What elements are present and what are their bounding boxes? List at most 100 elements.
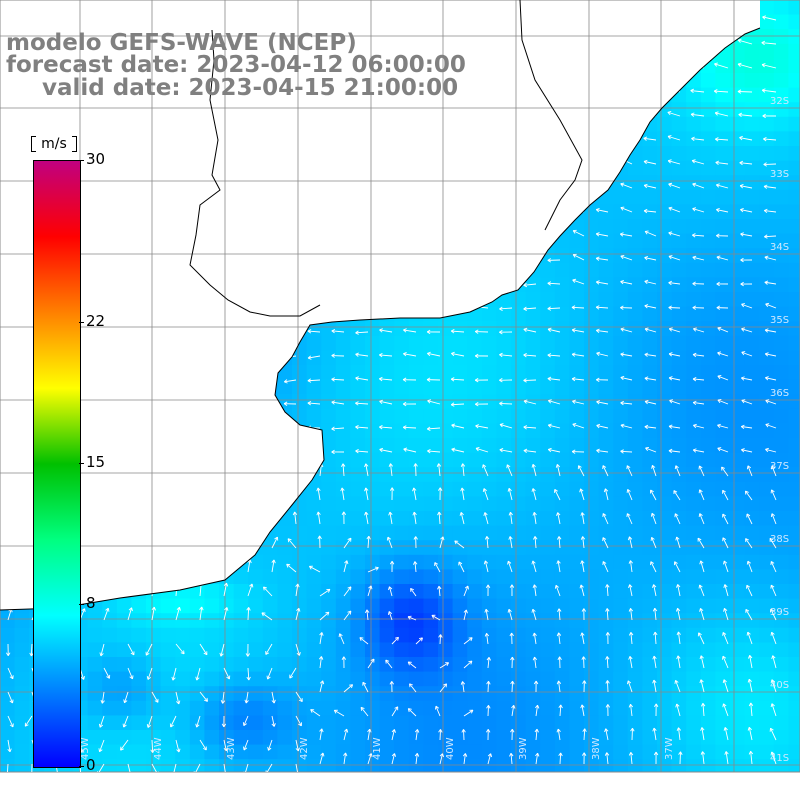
wind-speed-cell	[321, 102, 337, 118]
wind-arrow	[547, 232, 561, 238]
wind-arrow-head	[188, 378, 193, 381]
wind-arrow-shaft	[547, 307, 561, 310]
wind-arrow-head	[643, 40, 647, 43]
wind-speed-cell	[14, 481, 30, 497]
wind-arrow-head	[260, 139, 265, 143]
wind-speed-cell	[102, 0, 118, 16]
wind-arrow-shaft	[573, 110, 585, 117]
wind-arrow-shaft	[20, 115, 33, 119]
wind-speed-cell	[423, 248, 439, 264]
wind-speed-cell	[496, 277, 512, 293]
wind-speed-cell	[131, 116, 147, 132]
wind-arrow-shaft	[524, 187, 537, 191]
wind-speed-cell	[365, 467, 381, 483]
wind-arrow-shaft	[525, 19, 537, 23]
wind-arrow-head	[355, 330, 359, 334]
wind-arrow-head	[668, 282, 672, 286]
wind-speed-cell	[204, 262, 220, 278]
wind-arrow-head	[43, 21, 47, 25]
wind-speed-cell	[233, 700, 249, 716]
wind-arrow-shaft	[596, 40, 609, 45]
wind-arrow-head	[260, 20, 264, 23]
wind-arrow	[141, 281, 153, 287]
wind-speed-cell	[292, 102, 308, 118]
wind-speed-cell	[554, 306, 570, 322]
wind-speed-cell	[788, 730, 800, 746]
wind-speed-cell	[715, 584, 731, 600]
wind-speed-cell	[686, 146, 702, 162]
wind-arrow	[620, 305, 633, 310]
wind-speed-cell	[467, 657, 483, 673]
wind-speed-cell	[540, 131, 556, 147]
wind-speed-cell	[277, 0, 293, 16]
wind-speed-cell	[408, 744, 424, 760]
wind-speed-cell	[584, 204, 600, 220]
wind-arrow-head	[738, 114, 742, 118]
wind-speed-cell	[773, 350, 789, 366]
wind-speed-cell	[408, 175, 424, 191]
wind-arrow	[740, 232, 753, 237]
wind-speed-cell	[43, 102, 59, 118]
wind-arrow-head	[643, 159, 648, 162]
wind-speed-cell	[175, 452, 191, 468]
wind-speed-cell	[598, 58, 614, 74]
wind-arrow-head	[547, 328, 551, 332]
wind-arrow-shaft	[666, 66, 681, 69]
wind-arrow	[643, 87, 657, 93]
wind-speed-cell	[511, 365, 527, 381]
wind-speed-cell	[481, 627, 497, 643]
wind-speed-cell	[627, 379, 643, 395]
wind-arrow-head	[331, 285, 336, 288]
wind-arrow-head	[499, 210, 504, 214]
wind-speed-cell	[686, 335, 702, 351]
wind-arrow	[476, 162, 489, 167]
wind-speed-cell	[292, 569, 308, 585]
wind-speed-cell	[525, 204, 541, 220]
wind-speed-cell	[481, 146, 497, 162]
wind-speed-cell	[102, 175, 118, 191]
wind-arrow-shaft	[572, 137, 585, 141]
wind-arrow	[499, 186, 513, 191]
wind-speed-cell	[657, 584, 673, 600]
wind-speed-cell	[773, 189, 789, 205]
wind-speed-cell	[423, 642, 439, 658]
wind-speed-cell	[408, 525, 424, 541]
wind-speed-cell	[233, 0, 249, 16]
wind-arrow-head	[259, 285, 264, 288]
wind-speed-cell	[773, 277, 789, 293]
wind-speed-cell	[87, 379, 103, 395]
wind-speed-cell	[642, 525, 658, 541]
wind-speed-cell	[335, 715, 351, 731]
wind-arrow-head	[67, 115, 72, 119]
wind-speed-cell	[350, 292, 366, 308]
wind-speed-cell	[773, 744, 789, 760]
wind-speed-cell	[146, 525, 162, 541]
wind-arrow-shaft	[691, 15, 705, 21]
wind-speed-cell	[598, 116, 614, 132]
wind-arrow	[716, 305, 729, 310]
wind-speed-cell	[0, 525, 16, 541]
wind-speed-cell	[423, 511, 439, 527]
wind-speed-cell	[292, 657, 308, 673]
wind-speed-cell	[87, 233, 103, 249]
wind-speed-cell	[408, 408, 424, 424]
wind-arrow-head	[620, 281, 624, 285]
wind-speed-cell	[627, 598, 643, 614]
wind-speed-cell	[87, 14, 103, 30]
wind-arrow	[548, 18, 561, 23]
wind-speed-cell	[423, 350, 439, 366]
wind-speed-cell	[598, 262, 614, 278]
wind-speed-cell	[219, 715, 235, 731]
wind-arrow-shaft	[668, 183, 681, 189]
wind-speed-cell	[233, 321, 249, 337]
wind-speed-cell	[569, 292, 585, 308]
wind-arrow	[476, 88, 489, 93]
wind-speed-cell	[788, 379, 800, 395]
wind-arrow-head	[428, 137, 433, 140]
wind-arrow-head	[716, 283, 720, 287]
wind-arrow-head	[284, 331, 288, 335]
wind-arrow-head	[499, 352, 503, 356]
wind-arrow-shaft	[212, 163, 225, 166]
wind-arrow-head	[573, 86, 576, 90]
wind-arrow-shaft	[740, 185, 753, 189]
